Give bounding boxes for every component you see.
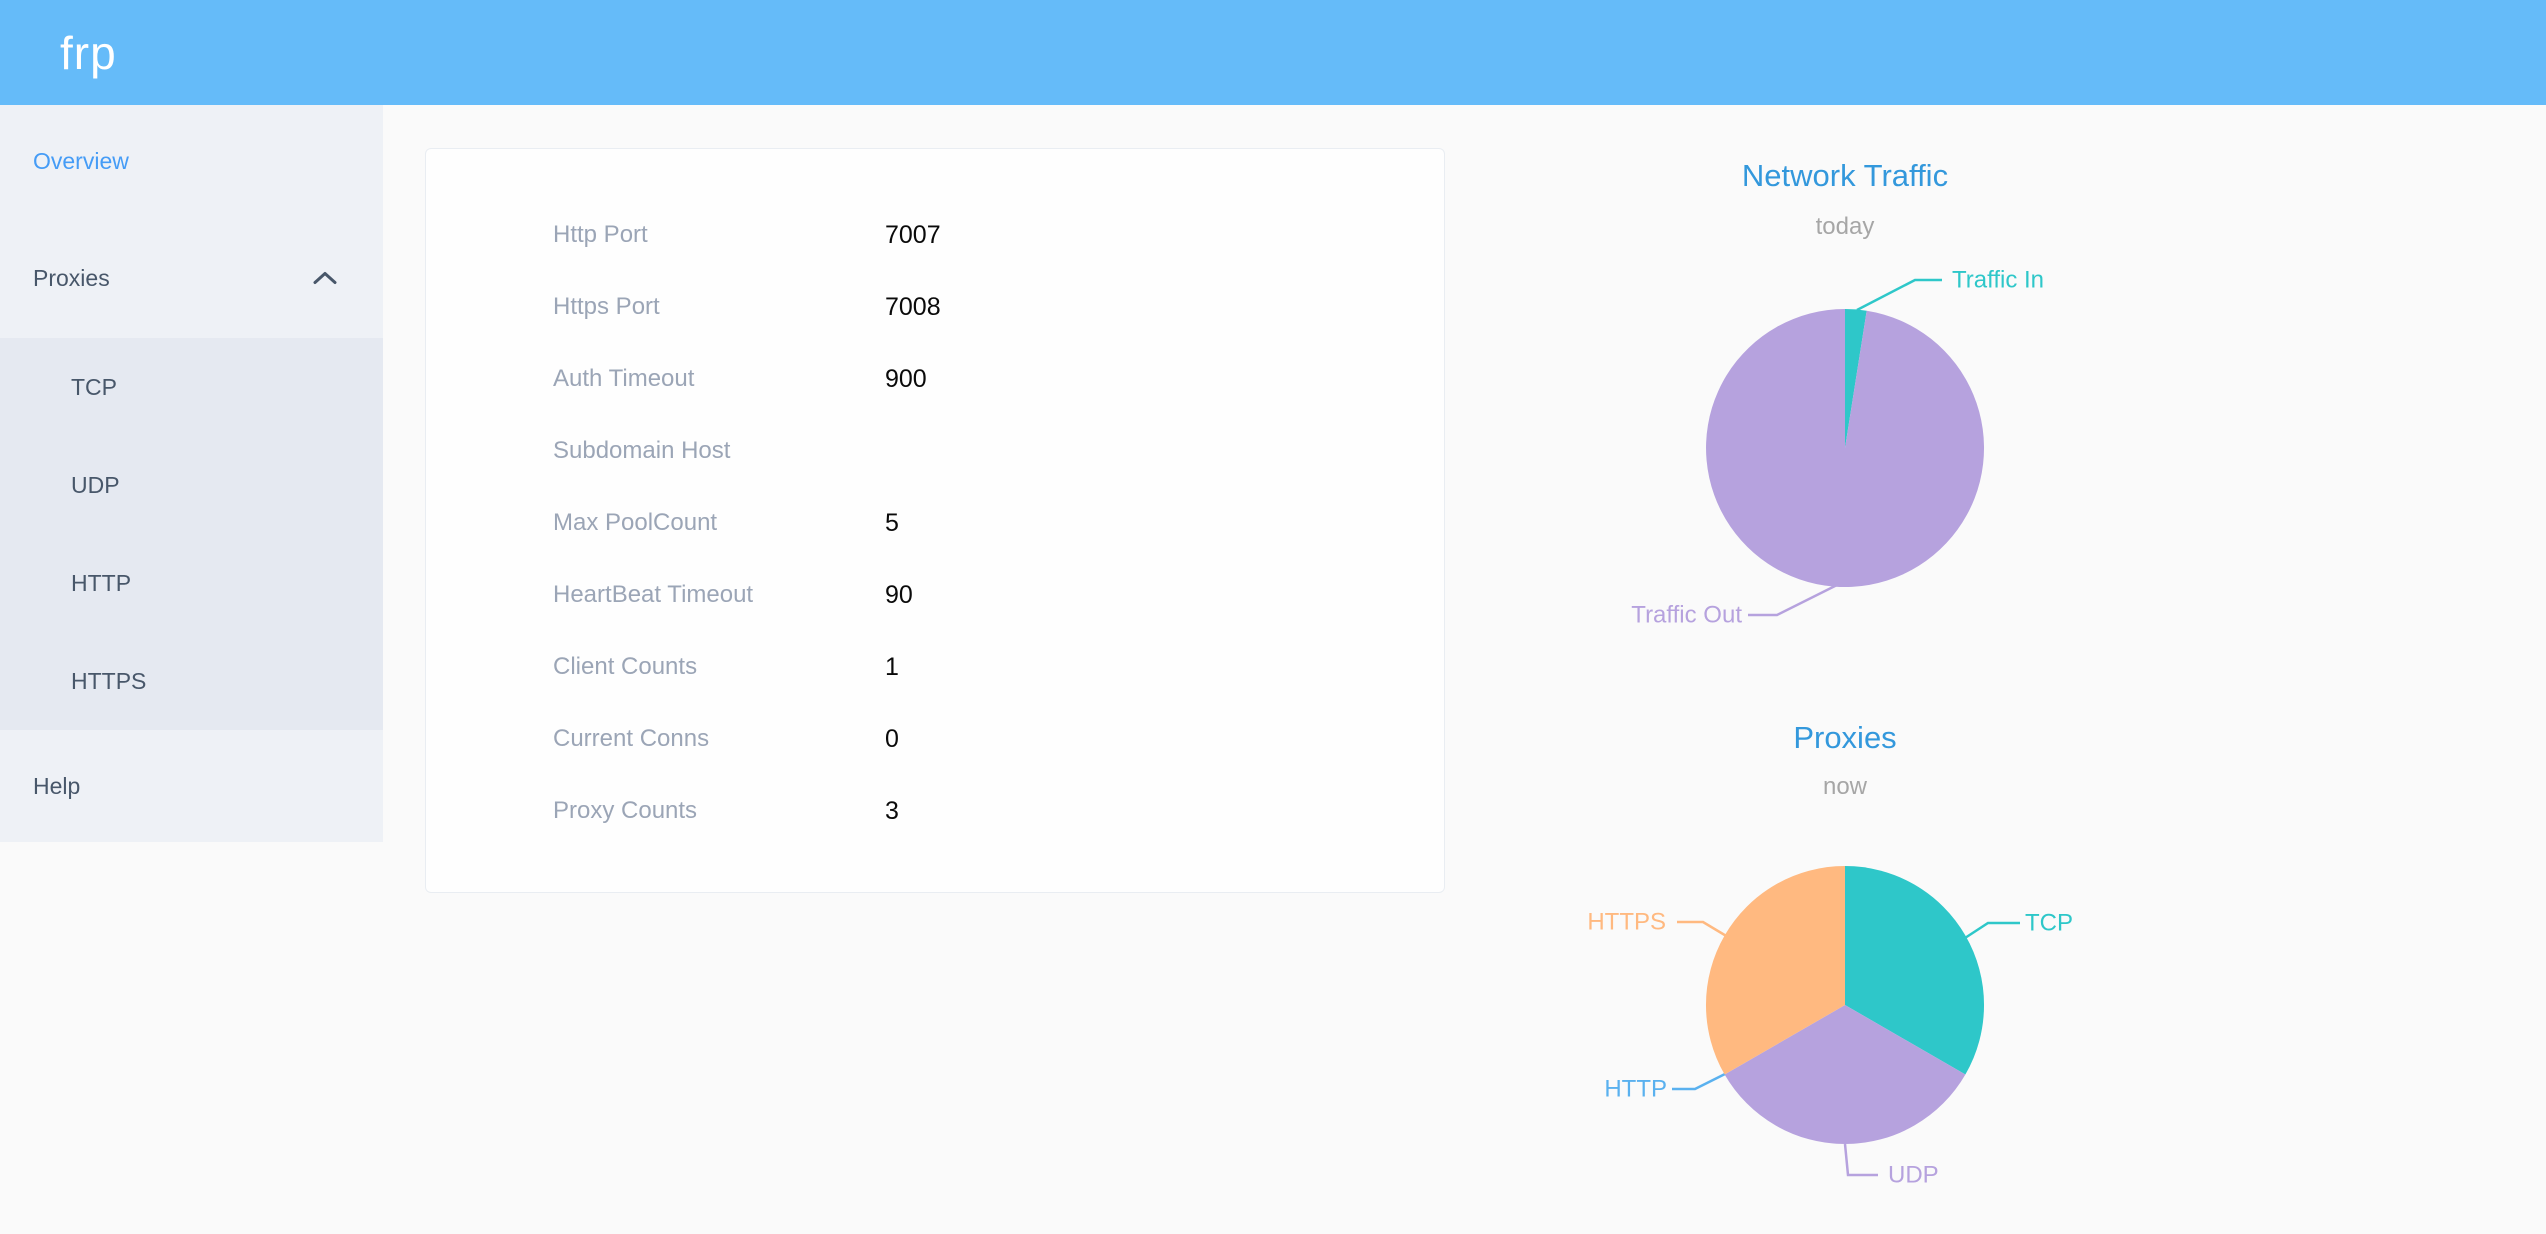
config-row: Http Port 7007 — [426, 199, 1444, 271]
sidebar-item-label: HTTP — [71, 569, 132, 596]
config-value: 7007 — [885, 220, 941, 249]
config-row: Subdomain Host — [426, 415, 1444, 487]
config-row: Client Counts 1 — [426, 631, 1444, 703]
sidebar-item-overview[interactable]: Overview — [0, 105, 383, 218]
sidebar-item-tcp[interactable]: TCP — [0, 338, 383, 436]
config-label: Subdomain Host — [553, 437, 731, 464]
config-row: Auth Timeout 900 — [426, 343, 1444, 415]
config-row: Current Conns 0 — [426, 703, 1444, 775]
pie-label-udp: UDP — [1888, 1162, 1939, 1189]
pie-label-traffic-in: Traffic In — [1952, 267, 2044, 294]
config-label: Current Conns — [553, 725, 710, 752]
sidebar-item-label: HTTPS — [71, 667, 147, 694]
pie-label-http: HTTP — [1604, 1076, 1667, 1103]
pie-label-tcp: TCP — [2025, 910, 2073, 937]
app-logo: frp — [60, 26, 117, 79]
chart-title: Proxies — [1793, 720, 1896, 755]
network-traffic-pie-chart: Network Traffic today Traffic In Traffic Ou… — [1631, 158, 2044, 629]
pie-label-line-tcp — [1964, 921, 2020, 940]
pie-label-line-http — [1672, 1072, 1726, 1091]
config-value: 3 — [885, 796, 899, 825]
config-label: HeartBeat Timeout — [553, 581, 754, 608]
sidebar-item-label: TCP — [71, 373, 117, 400]
config-row: Max PoolCount 5 — [426, 487, 1444, 559]
pie-label-line-traffic-out — [1748, 583, 1838, 617]
config-label: Https Port — [553, 293, 660, 320]
config-label: Http Port — [553, 221, 648, 248]
pie-slice-udp[interactable] — [1724, 1005, 1966, 1145]
sidebar-item-proxies[interactable]: Proxies — [0, 218, 383, 338]
config-value: 90 — [885, 580, 913, 609]
pie-label-line-https — [1677, 920, 1729, 939]
config-row: HeartBeat Timeout 90 — [426, 559, 1444, 631]
app-header: frp — [0, 0, 2546, 105]
pie-label-https: HTTPS — [1587, 909, 1666, 936]
server-config-card: Http Port 7007 Https Port 7008 Auth Time… — [425, 148, 1445, 893]
chart-subtitle: today — [1816, 213, 1875, 240]
config-value: 1 — [885, 652, 899, 681]
pie-slice-traffic-in[interactable] — [1845, 309, 1867, 448]
sidebar-item-http[interactable]: HTTP — [0, 534, 383, 632]
pie-slice-tcp[interactable] — [1845, 866, 1985, 1075]
config-label: Client Counts — [553, 653, 698, 680]
pie-slice-traffic-out[interactable] — [1706, 309, 1985, 587]
proxies-submenu: TCP UDP HTTP HTTPS — [0, 338, 383, 730]
config-value: 900 — [885, 364, 927, 393]
config-row: Proxy Counts 3 — [426, 775, 1444, 847]
chart-subtitle: now — [1823, 773, 1868, 800]
sidebar-menu: Overview Proxies TCP UDP HTTP HTTPS Help — [0, 105, 383, 842]
pie-label-traffic-out: Traffic Out — [1631, 602, 1742, 629]
pie-label-line-traffic-in — [1856, 278, 1942, 312]
sidebar-item-https[interactable]: HTTPS — [0, 632, 383, 730]
config-label: Proxy Counts — [553, 797, 698, 824]
config-value: 5 — [885, 508, 899, 537]
sidebar-item-label: Help — [33, 772, 81, 799]
proxies-pie-chart: Proxies now TCP UDP HTTP HTTPS — [1587, 720, 2073, 1189]
sidebar-item-help[interactable]: Help — [0, 730, 383, 842]
config-value: 7008 — [885, 292, 941, 321]
config-label: Auth Timeout — [553, 365, 695, 392]
sidebar-item-label: Proxies — [33, 264, 110, 291]
sidebar-item-label: Overview — [33, 148, 129, 174]
pie-slice-https[interactable] — [1705, 866, 1845, 1075]
config-label: Max PoolCount — [553, 509, 718, 536]
chart-title: Network Traffic — [1742, 158, 1948, 193]
config-value: 0 — [885, 724, 899, 753]
chevron-up-icon — [312, 265, 338, 292]
sidebar-item-label: UDP — [71, 471, 120, 498]
sidebar-item-udp[interactable]: UDP — [0, 436, 383, 534]
config-row: Https Port 7008 — [426, 271, 1444, 343]
pie-label-line-udp — [1843, 1143, 1878, 1177]
